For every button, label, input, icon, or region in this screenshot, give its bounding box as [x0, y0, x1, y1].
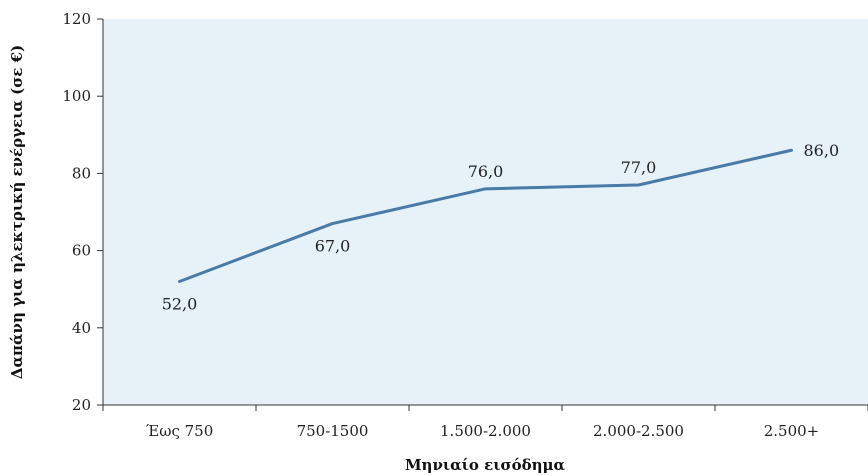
- data-label: 86,0: [804, 141, 840, 160]
- y-tick-label: 40: [72, 319, 91, 337]
- data-label: 67,0: [315, 237, 351, 256]
- x-tick-label: 1.500-2.000: [440, 422, 531, 440]
- x-tick-label: 2.000-2.500: [593, 422, 684, 440]
- data-label: 77,0: [621, 158, 657, 177]
- series-line: [178, 148, 793, 283]
- plot-area: [103, 19, 868, 405]
- y-tick-label: 20: [72, 396, 91, 414]
- y-tick-label: 60: [72, 242, 91, 260]
- x-tick-label: Έως 750: [146, 422, 214, 440]
- y-axis: 20 40 60 80 100 120: [62, 10, 103, 414]
- data-labels: 52,0 67,0 76,0 77,0 86,0: [162, 141, 839, 313]
- x-tick-label: 2.500+: [764, 422, 820, 440]
- y-tick-label: 120: [62, 10, 91, 28]
- x-axis: Έως 750 750-1500 1.500-2.000 2.000-2.500 2.5…: [102, 405, 868, 440]
- y-tick-label: 100: [62, 87, 91, 105]
- x-tick-label: 750-1500: [297, 422, 369, 440]
- y-tick-label: 80: [72, 164, 91, 182]
- x-axis-title: Μηνιαίο εισόδημα: [405, 456, 566, 474]
- data-label: 52,0: [162, 294, 198, 313]
- data-label: 76,0: [468, 162, 504, 181]
- y-axis-title: Δαπάνη για ηλεκτρική ενέργεια (σε €): [8, 45, 26, 379]
